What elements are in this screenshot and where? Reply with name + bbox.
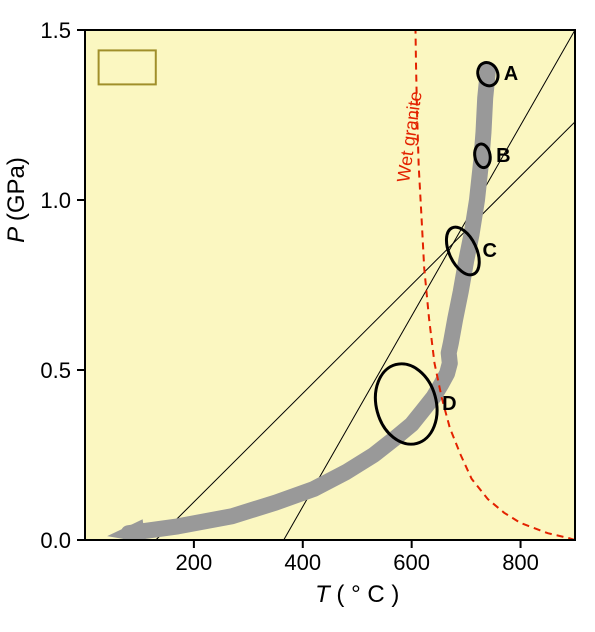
sample-label-A: A (504, 63, 518, 85)
x-tick-label: 200 (176, 550, 213, 575)
sample-label-D: D (442, 393, 456, 415)
x-tick-label: 400 (284, 550, 321, 575)
y-tick-label: 0.0 (40, 528, 71, 553)
y-tick-label: 0.5 (40, 358, 71, 383)
x-tick-label: 800 (502, 550, 539, 575)
x-tick-label: 600 (393, 550, 430, 575)
sample-label-C: C (482, 240, 496, 262)
pt-diagram: Wet graniteABCD2004006008000.00.51.01.5T… (0, 0, 595, 632)
sample-label-B: B (496, 145, 510, 167)
chart-svg: Wet graniteABCD2004006008000.00.51.01.5T… (0, 0, 595, 632)
y-tick-label: 1.5 (40, 18, 71, 43)
y-tick-label: 1.0 (40, 188, 71, 213)
y-axis-label: P (GPa) (3, 157, 30, 243)
plot-bg (85, 30, 575, 540)
x-axis-label: T ( ° C ) (315, 581, 399, 608)
